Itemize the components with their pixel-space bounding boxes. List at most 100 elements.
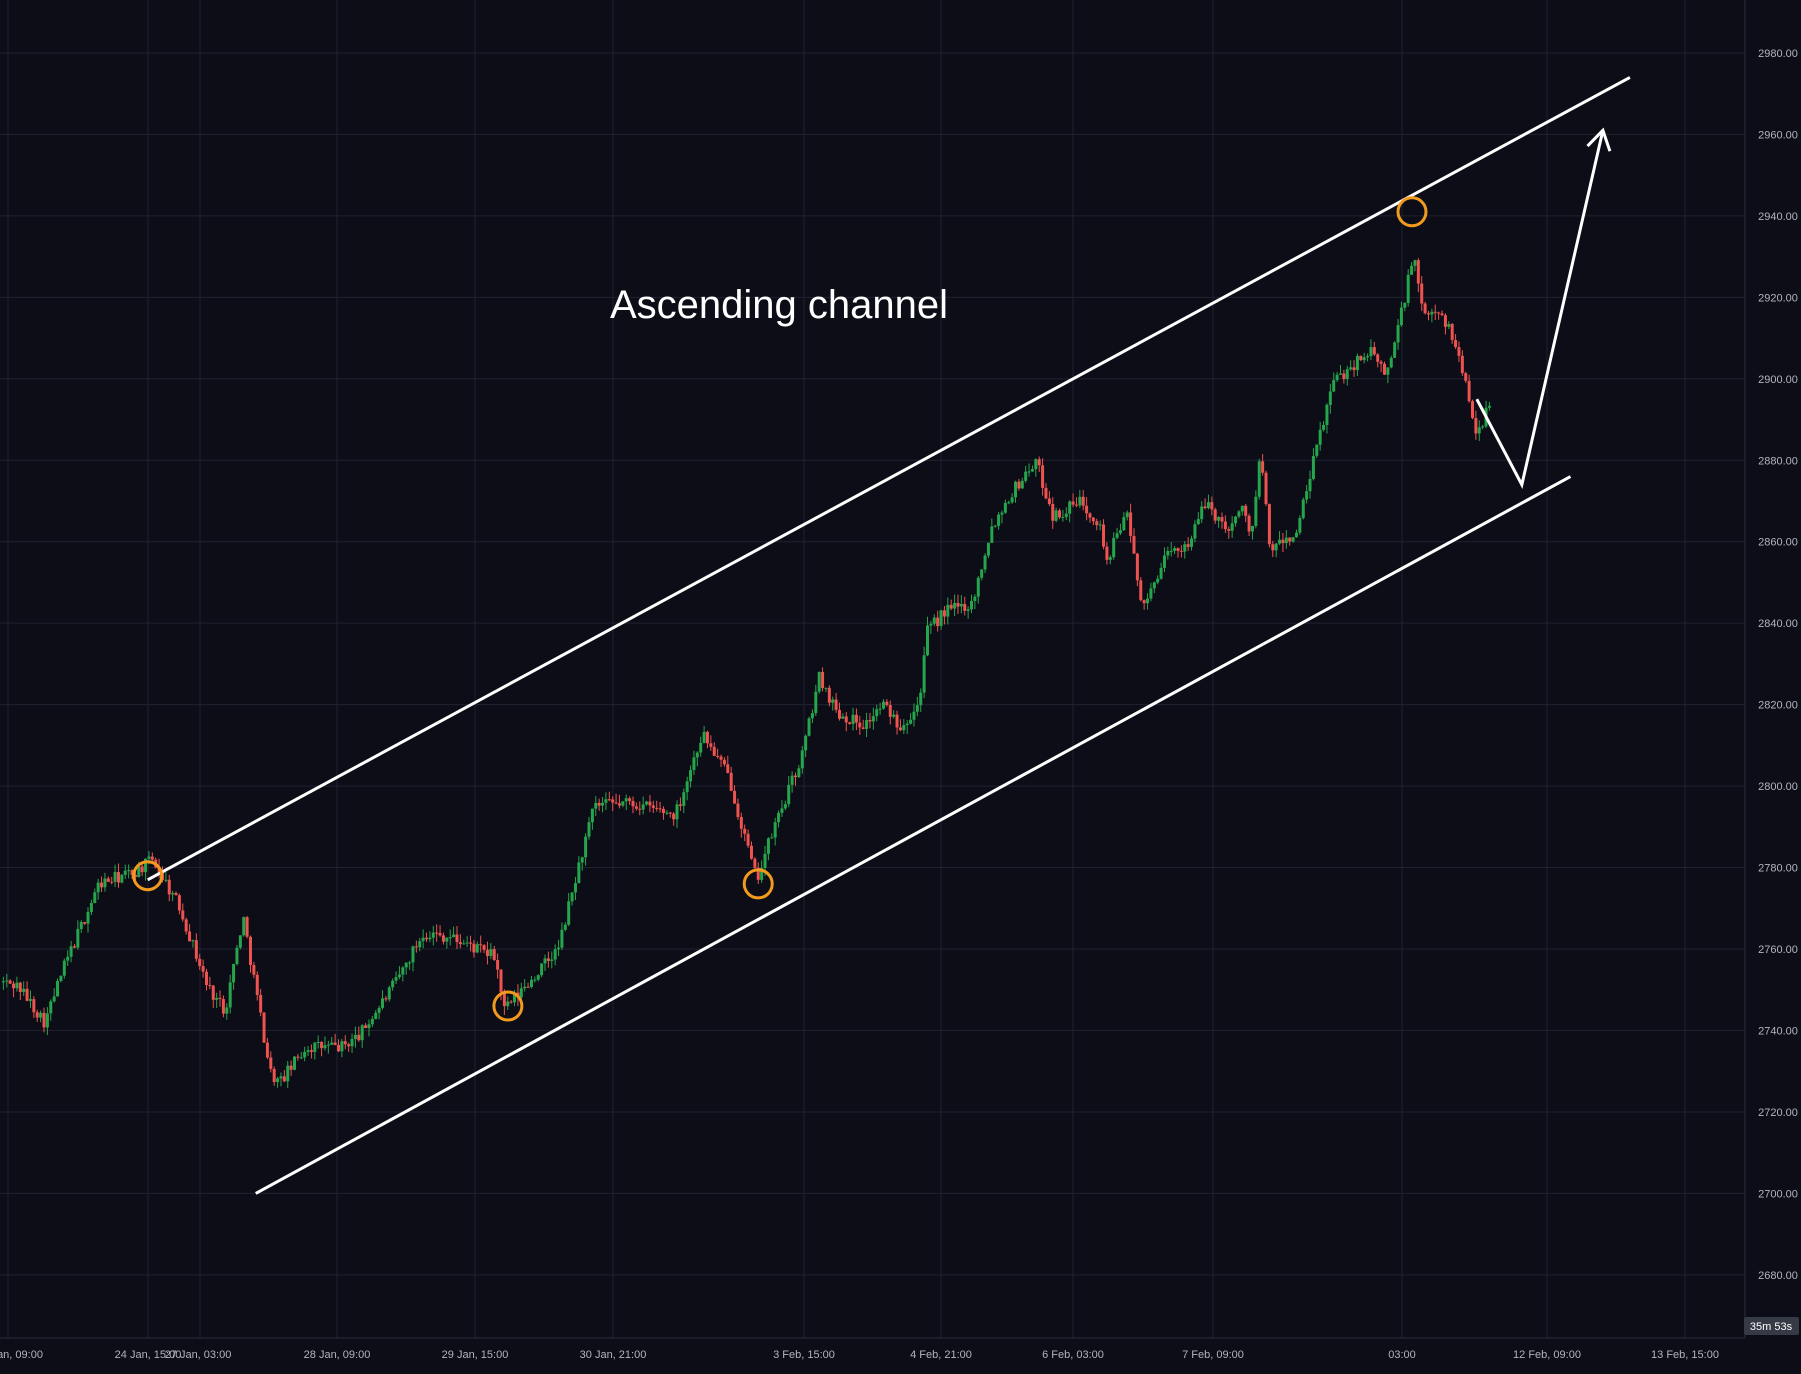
candle-body bbox=[777, 812, 781, 823]
candle-body bbox=[343, 1041, 347, 1045]
candle-body bbox=[783, 804, 787, 809]
price-tick-label: 2960.00 bbox=[1758, 129, 1798, 141]
candle-body bbox=[211, 985, 215, 1000]
candle-body bbox=[435, 932, 439, 934]
candle-body bbox=[418, 941, 422, 948]
candle-body bbox=[59, 975, 63, 982]
candle-body bbox=[848, 722, 852, 724]
time-tick-label: an, 09:00 bbox=[0, 1349, 43, 1361]
candle-body bbox=[357, 1034, 361, 1041]
candle-body bbox=[976, 577, 980, 597]
candle-body bbox=[1047, 498, 1051, 505]
projection-path[interactable] bbox=[1475, 130, 1605, 489]
candle-body bbox=[72, 946, 76, 948]
candle-body bbox=[1156, 578, 1160, 583]
candle-body bbox=[810, 713, 814, 719]
candle-body bbox=[729, 772, 733, 791]
candle-body bbox=[265, 1042, 269, 1058]
candle-body bbox=[309, 1050, 313, 1052]
candle-body bbox=[79, 922, 83, 929]
candle-body bbox=[150, 856, 154, 860]
candle-body bbox=[113, 872, 117, 882]
candle-body bbox=[52, 996, 56, 1002]
candle-body bbox=[1467, 380, 1471, 402]
candle-body bbox=[1237, 511, 1241, 517]
candle-body bbox=[306, 1050, 310, 1052]
candle-body bbox=[990, 526, 994, 543]
time-tick-label: 13 Feb, 15:00 bbox=[1651, 1349, 1719, 1361]
candle-body bbox=[570, 892, 574, 902]
candle-body bbox=[1210, 502, 1214, 510]
candle-body bbox=[722, 759, 726, 765]
candle-body bbox=[898, 727, 902, 731]
candle-body bbox=[766, 838, 770, 854]
candle-body bbox=[1149, 588, 1153, 599]
candle-body bbox=[147, 856, 151, 859]
candle-body bbox=[1271, 544, 1275, 551]
candle-body bbox=[1071, 501, 1075, 505]
candle-body bbox=[1091, 517, 1095, 522]
candle-body bbox=[232, 964, 236, 983]
candle-body bbox=[496, 959, 500, 970]
candle-body bbox=[1014, 481, 1018, 498]
candle-body bbox=[1142, 600, 1146, 604]
price-axis[interactable]: 2980.00 2960.00 2940.00 2920.00 2900.00 2880.… bbox=[1758, 48, 1798, 1282]
candle-body bbox=[1416, 260, 1420, 284]
candle-body bbox=[550, 959, 554, 961]
candle-body bbox=[455, 934, 459, 943]
candle-body bbox=[942, 610, 946, 617]
candle-body bbox=[215, 997, 219, 1000]
candle-body bbox=[472, 943, 476, 953]
candle-body bbox=[96, 882, 100, 893]
candle-body bbox=[1105, 546, 1109, 560]
candle-body bbox=[1206, 502, 1210, 509]
candle-body bbox=[631, 800, 635, 807]
candle-body bbox=[617, 803, 621, 806]
candle-body bbox=[587, 822, 591, 837]
channel-upper-line[interactable] bbox=[146, 76, 1631, 882]
candle-body bbox=[733, 790, 737, 804]
candle-body bbox=[1440, 313, 1444, 316]
candle-body bbox=[438, 933, 442, 936]
candle-body bbox=[1240, 505, 1244, 512]
candle-body bbox=[1112, 537, 1116, 558]
candle-body bbox=[634, 806, 638, 809]
candle-body bbox=[1227, 529, 1231, 531]
candle-body bbox=[760, 867, 764, 880]
candle-body bbox=[705, 731, 709, 744]
candle-body bbox=[252, 965, 256, 975]
time-tick-label: 27 Jan, 03:00 bbox=[165, 1349, 232, 1361]
candle-body bbox=[1389, 357, 1393, 368]
candle-body bbox=[1135, 553, 1139, 581]
candle-body bbox=[225, 1007, 229, 1014]
candle-body bbox=[1118, 530, 1122, 534]
channel-lower-line[interactable] bbox=[255, 475, 1572, 1195]
candle-body bbox=[391, 980, 395, 988]
candle-body bbox=[499, 969, 503, 993]
candle-body bbox=[469, 942, 473, 944]
candle-body bbox=[1051, 504, 1055, 521]
candle-body bbox=[1267, 504, 1271, 545]
candle-body bbox=[485, 949, 489, 957]
candle-body bbox=[1403, 303, 1407, 308]
price-tick-label: 2900.00 bbox=[1758, 374, 1798, 386]
price-tick-label: 2800.00 bbox=[1758, 781, 1798, 793]
candle-body bbox=[1288, 537, 1292, 542]
candle-body bbox=[1376, 354, 1380, 362]
candle-body bbox=[137, 866, 141, 878]
candle-body bbox=[1003, 502, 1007, 513]
candle-body bbox=[834, 699, 838, 710]
candle-body bbox=[932, 617, 936, 624]
candle-body bbox=[882, 701, 886, 709]
candle-body bbox=[1386, 367, 1390, 375]
candle-body bbox=[431, 932, 435, 938]
price-tick-label: 2680.00 bbox=[1758, 1270, 1798, 1282]
candle-body bbox=[303, 1051, 307, 1058]
candle-body bbox=[871, 716, 875, 722]
candle-body bbox=[858, 722, 862, 728]
candle-body bbox=[272, 1068, 276, 1082]
candle-body bbox=[1410, 265, 1414, 275]
